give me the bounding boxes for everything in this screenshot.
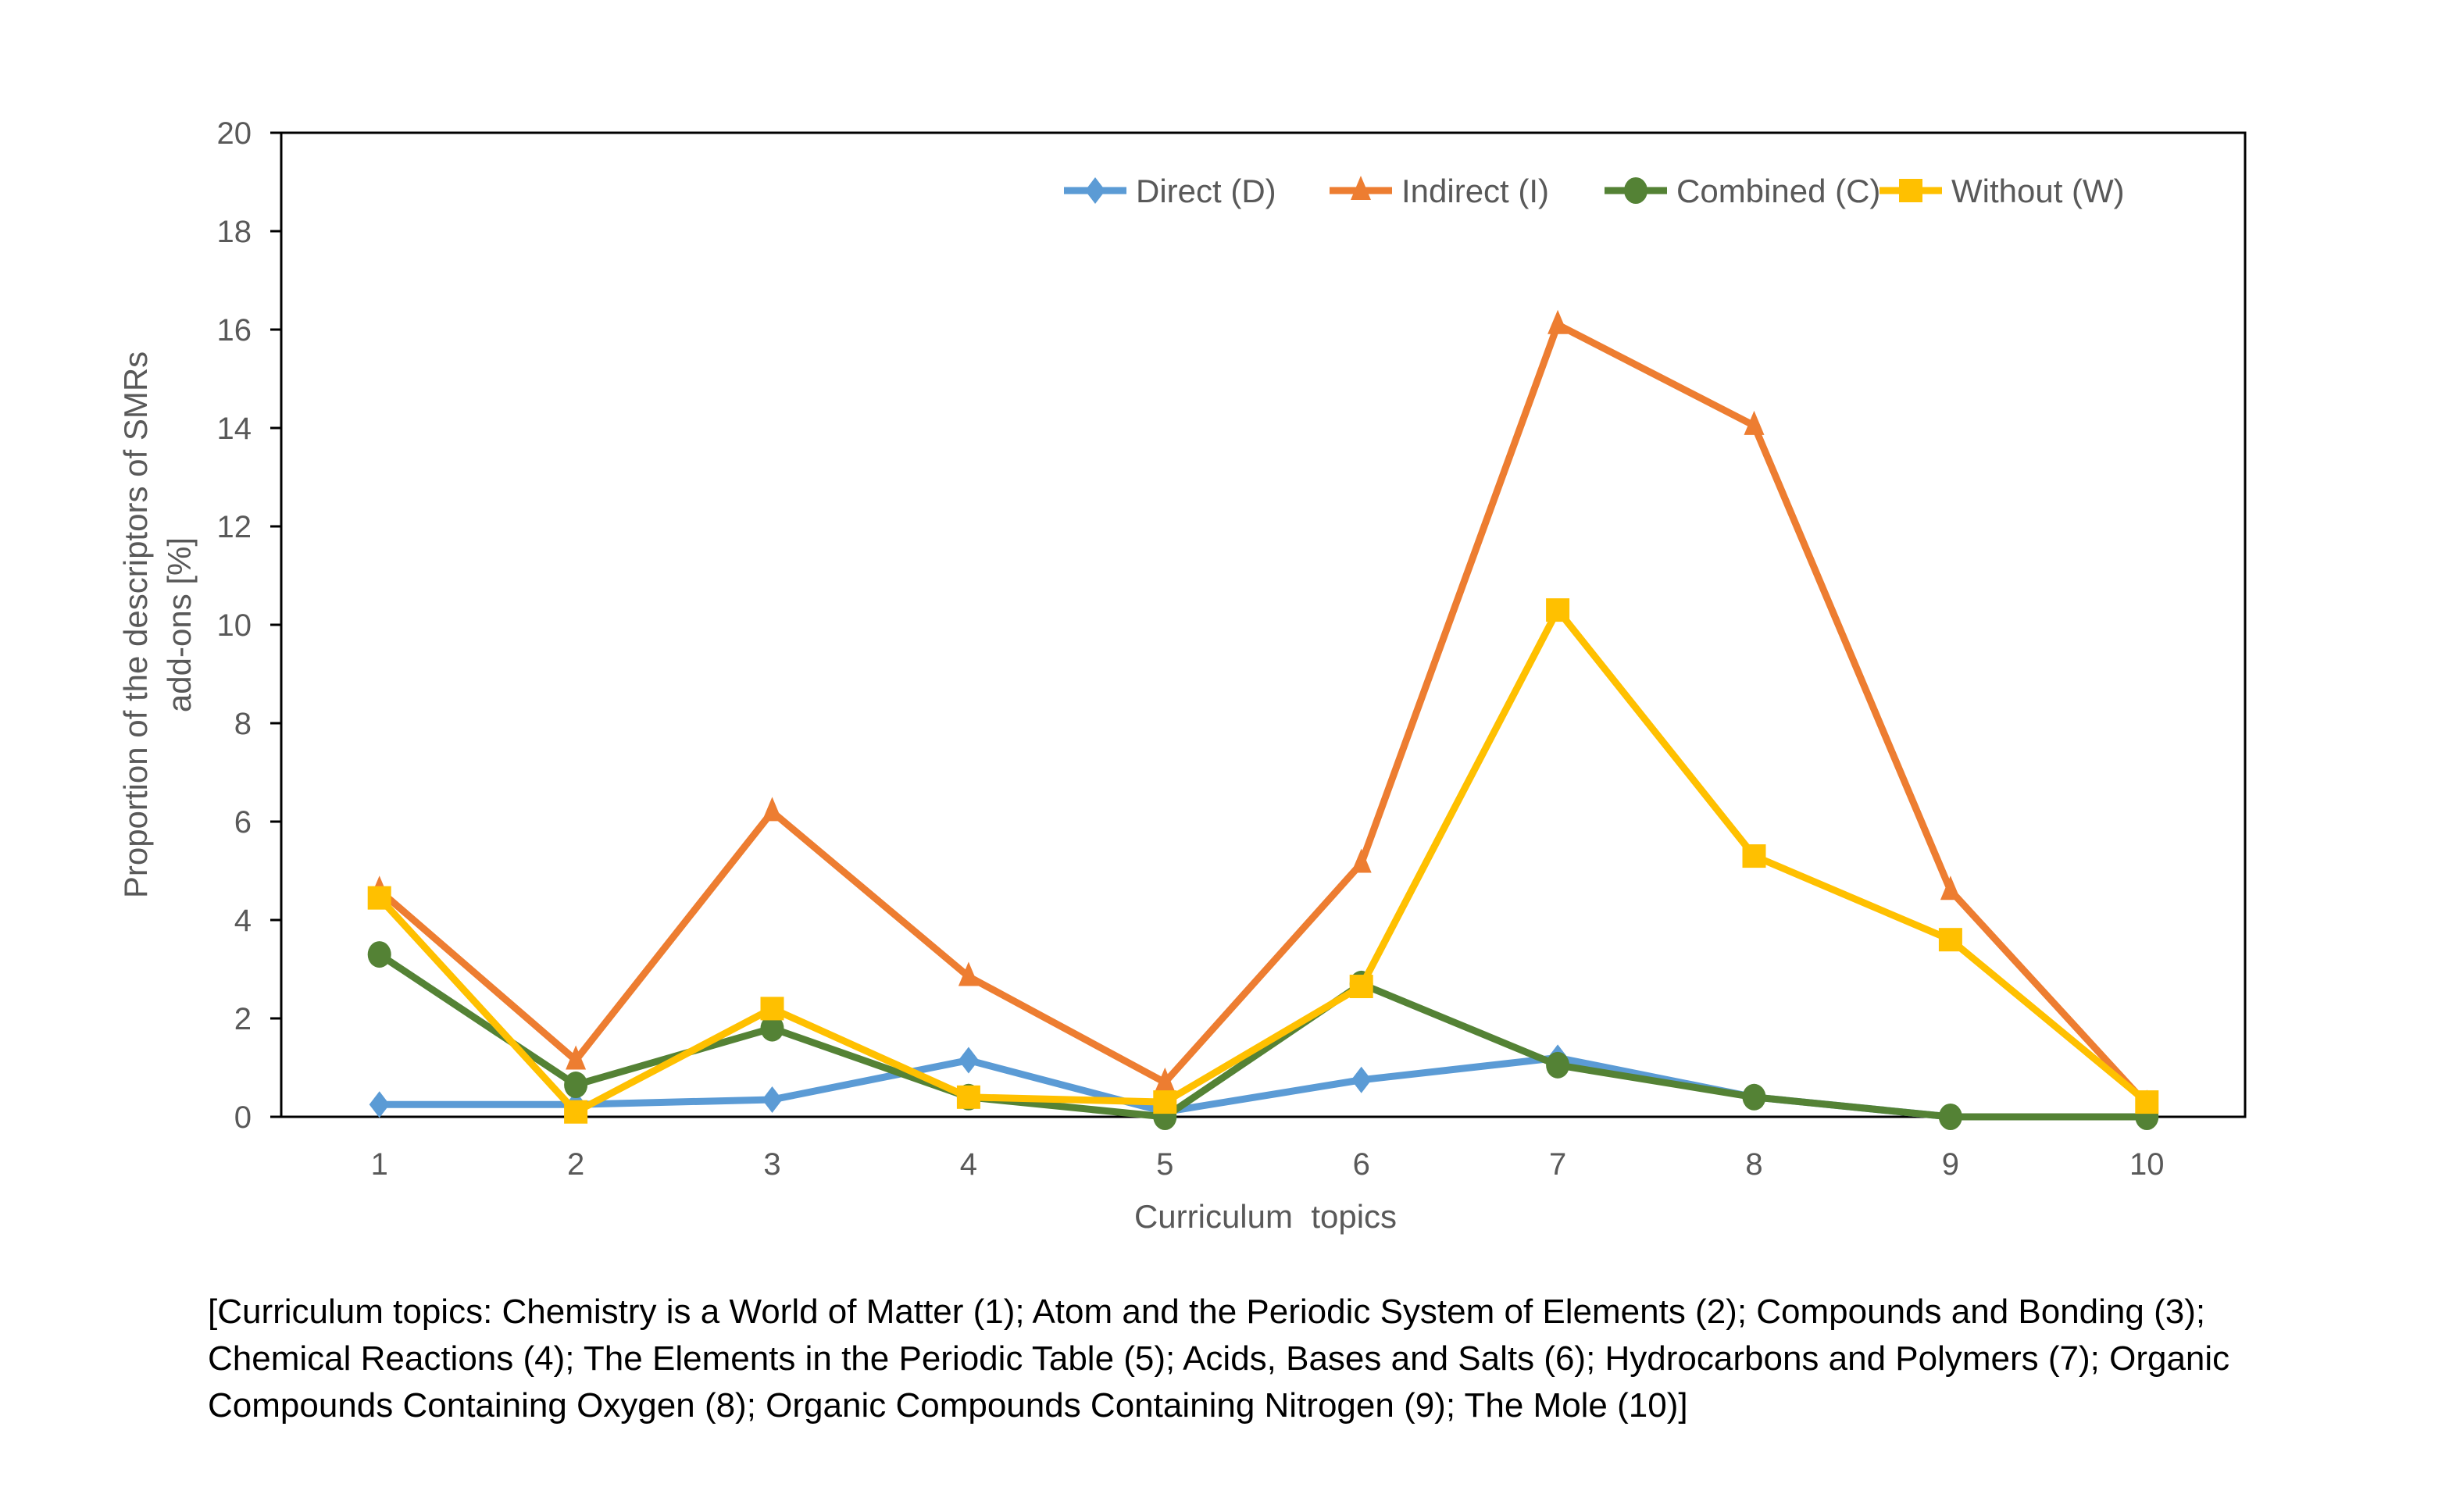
x-tick-label: 3: [763, 1147, 780, 1182]
x-tick-label: 6: [1353, 1147, 1370, 1182]
data-point: [1940, 875, 1961, 900]
figure-caption: [Curriculum topics: Chemistry is a World…: [208, 1289, 2395, 1429]
data-point: [2135, 1090, 2159, 1114]
legend-item: Combined (C): [1605, 173, 1880, 209]
x-tick-label: 5: [1156, 1147, 1173, 1182]
y-tick-label: 8: [234, 707, 252, 741]
data-point: [564, 1072, 588, 1099]
data-point: [367, 886, 391, 910]
y-tick-label: 4: [234, 904, 252, 938]
data-point: [1547, 309, 1569, 334]
legend-item: Indirect (I): [1330, 173, 1549, 209]
data-point: [956, 1085, 980, 1109]
y-tick-label: 14: [217, 412, 252, 446]
data-point: [369, 1091, 390, 1118]
legend-label: Combined (C): [1676, 173, 1880, 209]
caption-line: Compounds Containing Oxygen (8); Organic…: [208, 1386, 1688, 1425]
data-point: [1742, 1083, 1766, 1111]
y-tick-label: 0: [234, 1100, 252, 1135]
caption-line: Chemical Reactions (4); The Elements in …: [208, 1339, 2230, 1378]
data-point: [1546, 1051, 1570, 1079]
data-point: [1153, 1090, 1177, 1114]
legend-label: Indirect (I): [1401, 173, 1549, 209]
series-square: [367, 598, 2159, 1124]
data-point: [1938, 928, 1962, 952]
legend-marker-icon: [1624, 177, 1647, 204]
y-axis-title-line-1: Proportion of the descriptors of SMRs: [117, 351, 154, 898]
legend-label: Direct (D): [1136, 173, 1276, 209]
data-point: [1742, 844, 1766, 868]
y-tick-label: 16: [217, 313, 252, 348]
legend-label: Without (W): [1951, 173, 2125, 209]
y-axis-title-line-2: add-ons [%]: [161, 537, 198, 712]
x-tick-label: 8: [1745, 1147, 1762, 1182]
series-line: [377, 606, 2150, 1116]
data-point: [760, 997, 784, 1021]
x-tick-label: 10: [2129, 1147, 2165, 1182]
legend-item: Without (W): [1879, 173, 2125, 209]
data-point: [1351, 1066, 1372, 1093]
x-tick-label: 1: [371, 1147, 388, 1182]
y-tick-label: 6: [234, 805, 252, 840]
legend-marker-icon: [1351, 176, 1371, 200]
x-tick-label: 2: [567, 1147, 584, 1182]
data-point: [958, 961, 979, 986]
data-point: [1546, 598, 1570, 622]
data-point: [1938, 1104, 1962, 1130]
x-axis-title: Curriculum topics: [1134, 1198, 1397, 1235]
caption-line: [Curriculum topics: Chemistry is a World…: [208, 1293, 2206, 1331]
legend-marker-icon: [1085, 177, 1105, 204]
data-point: [564, 1100, 588, 1124]
y-tick-label: 12: [217, 510, 252, 544]
series-triangle: [369, 309, 2158, 1114]
data-point: [1744, 410, 1765, 435]
data-point: [1155, 1067, 1176, 1092]
legend-marker-icon: [1899, 179, 1922, 202]
x-tick-label: 4: [960, 1147, 977, 1182]
y-tick-label: 18: [217, 215, 252, 249]
data-point: [762, 1086, 783, 1113]
x-tick-label: 9: [1942, 1147, 1959, 1182]
series-line: [377, 321, 2150, 1107]
data-point: [1349, 975, 1373, 999]
legend-item: Direct (D): [1064, 173, 1276, 209]
data-point: [762, 797, 783, 822]
y-tick-label: 20: [217, 116, 252, 151]
data-point: [367, 941, 391, 968]
data-point: [958, 1047, 979, 1074]
data-point: [1351, 848, 1372, 873]
y-tick-label: 2: [234, 1002, 252, 1036]
data-point: [566, 1045, 587, 1070]
x-tick-label: 7: [1549, 1147, 1566, 1182]
data-point: [760, 1015, 784, 1042]
y-tick-label: 10: [217, 608, 252, 643]
